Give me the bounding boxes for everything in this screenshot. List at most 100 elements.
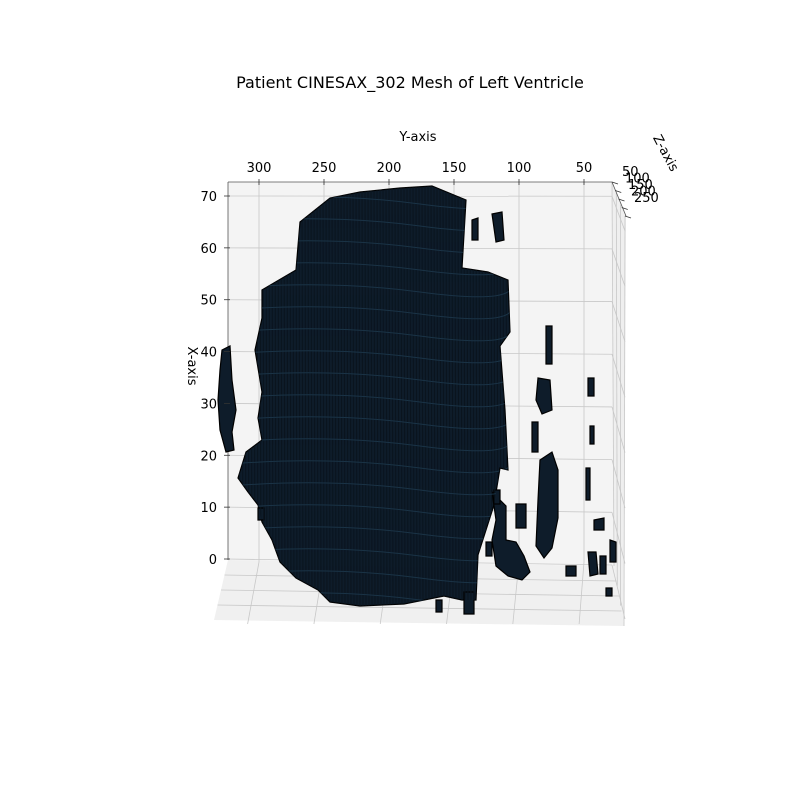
mesh-surface-line — [379, 186, 382, 606]
grid-line — [611, 512, 626, 564]
mesh-blob-4 — [471, 217, 479, 241]
z-tick-mark — [621, 207, 628, 210]
x-tick-label: 30 — [200, 397, 217, 412]
x-tick-label: 50 — [200, 294, 217, 309]
y-tick-label: 200 — [377, 161, 402, 176]
y-tick-label: 100 — [507, 161, 532, 176]
mesh-surface-line — [310, 186, 313, 606]
mesh-surface-line — [367, 186, 370, 606]
mesh-blob-2 — [535, 377, 553, 415]
mesh-blob-1 — [545, 325, 553, 365]
grid-line — [611, 459, 626, 509]
y-axis-ticks: 300 250 200 150 100 50 — [247, 161, 593, 185]
x-tick-label: 60 — [200, 242, 217, 257]
mesh-surface-line — [382, 186, 385, 606]
mesh-surface-line — [238, 350, 510, 364]
mesh-surface-line — [403, 186, 406, 606]
mesh-surface-line — [427, 186, 430, 606]
grid-line — [611, 354, 626, 398]
chart-title: Patient CINESAX_302 Mesh of Left Ventric… — [236, 73, 584, 93]
mesh-blob-15 — [609, 539, 617, 563]
x-tick-label: 40 — [200, 346, 217, 361]
z-tick-label: 100 — [625, 172, 650, 187]
y-tick-label: 250 — [312, 161, 337, 176]
mesh-surface-line — [421, 186, 424, 606]
z-tick-label: 50 — [622, 165, 639, 180]
mesh-surface-line — [301, 186, 304, 606]
mesh-surface-line — [385, 186, 388, 606]
mesh-surface-line — [238, 306, 510, 320]
grid-line — [615, 193, 618, 586]
mesh-surface-line — [340, 186, 343, 606]
mesh-blob-11 — [587, 377, 595, 397]
mesh-surface-line — [298, 186, 301, 606]
z-axis-label: Z-axis — [649, 132, 681, 174]
mesh-blob-19 — [463, 591, 475, 615]
mesh-surface-line — [364, 186, 367, 606]
mesh-surface-line — [415, 186, 418, 606]
z-tick-mark — [624, 215, 632, 219]
y-tick-label: 300 — [247, 161, 272, 176]
y-axis-label: Y-axis — [398, 130, 436, 145]
mesh-surface-line — [409, 186, 412, 606]
mesh-blob-6 — [585, 467, 591, 501]
x-tick-label: 0 — [209, 553, 217, 568]
mesh-surface-line — [439, 186, 442, 606]
z-tick-mark — [618, 198, 625, 202]
y-tick-label: 150 — [442, 161, 467, 176]
grid-line — [611, 406, 626, 453]
mesh-lower-right — [491, 490, 531, 581]
mesh-surface-line — [370, 186, 373, 606]
mesh-right-column — [535, 451, 559, 560]
z-tick-label: 200 — [631, 185, 656, 200]
mesh-surface-line — [400, 186, 403, 606]
mesh-surface-line — [373, 186, 376, 606]
y-tick-label: 50 — [576, 161, 593, 176]
z-tick-label: 150 — [628, 178, 653, 193]
grid-line — [611, 564, 626, 620]
x-axis-ticks: 0 10 20 30 40 50 60 70 — [200, 190, 230, 568]
mesh-surface-line — [319, 186, 322, 606]
mesh-surface-line — [316, 186, 319, 606]
mesh-surface-line — [334, 186, 337, 606]
mesh-surface-line — [337, 186, 340, 606]
mesh-surface-line — [325, 186, 328, 606]
z-tick-label: 250 — [634, 191, 659, 206]
x-tick-label: 10 — [200, 501, 217, 516]
z-tick-mark — [611, 181, 619, 185]
mesh-surface-line — [448, 186, 451, 606]
mesh-surface-line — [238, 372, 510, 386]
mesh-surface-line — [238, 284, 510, 298]
mesh-blob-9 — [485, 541, 493, 557]
mesh-blob-10 — [589, 425, 595, 445]
z-tick-mark — [615, 190, 622, 193]
mesh-blob-18 — [435, 599, 443, 613]
mesh-surface-line — [238, 328, 510, 342]
mesh-surface-line — [433, 186, 436, 606]
mesh-surface-line — [436, 186, 439, 606]
mesh-surface-line — [313, 186, 316, 606]
mesh-surface-line — [424, 186, 427, 606]
mesh-blob-3 — [491, 211, 505, 243]
mesh-blob-16 — [599, 555, 607, 575]
x-tick-label: 70 — [200, 190, 217, 205]
grid-line — [623, 215, 626, 627]
mesh-surface-line — [238, 416, 510, 430]
mesh-surface-line — [412, 186, 415, 606]
mesh-surface-line — [442, 186, 445, 606]
grid-line — [611, 196, 626, 232]
grid-line — [247, 561, 260, 625]
mesh-surface-line — [304, 186, 307, 606]
mesh-surface-line — [388, 186, 391, 606]
side-pane — [612, 182, 626, 626]
mesh-blob-13 — [587, 551, 599, 577]
mesh-surface-line — [238, 394, 510, 408]
grid-line — [611, 248, 626, 287]
grid-line — [611, 301, 626, 342]
mesh-surface-line — [397, 186, 400, 606]
mesh-surface-line — [430, 186, 433, 606]
grid-line — [578, 561, 585, 625]
mesh-surface-line — [394, 186, 397, 606]
